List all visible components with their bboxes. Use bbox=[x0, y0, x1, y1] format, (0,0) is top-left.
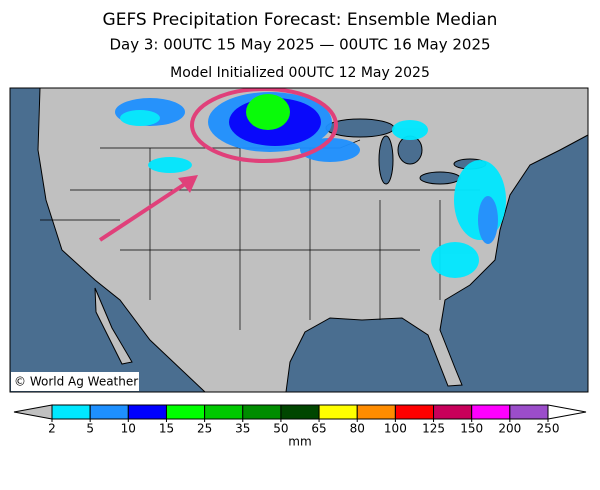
highlight-ellipse bbox=[190, 88, 338, 163]
colorbar-swatch bbox=[433, 404, 473, 420]
colorbar-swatch bbox=[280, 404, 320, 420]
colorbar-unit: mm bbox=[288, 435, 311, 449]
arrow bbox=[98, 182, 187, 242]
colorbar-tick-label: 80 bbox=[350, 422, 365, 436]
colorbar-tick-label: 100 bbox=[384, 422, 407, 436]
colorbar-tick-label: 50 bbox=[273, 422, 288, 436]
arrow-head bbox=[178, 175, 198, 193]
colorbar-tick-label: 25 bbox=[197, 422, 212, 436]
colorbar-swatch bbox=[471, 404, 511, 420]
colorbar-swatch bbox=[165, 404, 206, 420]
colorbar-tick-label: 65 bbox=[311, 422, 326, 436]
colorbar-swatch bbox=[89, 404, 129, 420]
colorbar-swatch bbox=[204, 404, 244, 420]
colorbar-tick-label: 2 bbox=[48, 422, 56, 436]
title: GEFS Precipitation Forecast: Ensemble Me… bbox=[103, 10, 498, 30]
colorbar-swatch bbox=[356, 404, 396, 420]
colorbar-tick-label: 10 bbox=[121, 422, 136, 436]
credit-box bbox=[11, 372, 139, 391]
colorbar-tick-label: 150 bbox=[460, 422, 483, 436]
baja bbox=[94, 287, 133, 365]
colorbar-tick-label: 15 bbox=[159, 422, 174, 436]
subtitle: Day 3: 00UTC 15 May 2025 — 00UTC 16 May … bbox=[109, 36, 490, 54]
map-frame bbox=[9, 87, 589, 393]
initialized: Model Initialized 00UTC 12 May 2025 bbox=[170, 65, 430, 81]
precipitation bbox=[115, 92, 506, 278]
colorbar-swatch bbox=[318, 404, 358, 420]
colorbar-swatch bbox=[394, 404, 435, 420]
colorbar-tick-label: 250 bbox=[537, 422, 560, 436]
colorbar-below bbox=[13, 404, 53, 420]
great-lakes bbox=[325, 118, 487, 185]
colorbar-tick-label: 35 bbox=[235, 422, 250, 436]
colorbar-tick-label: 5 bbox=[86, 422, 94, 436]
colorbar-above bbox=[547, 404, 587, 420]
colorbar-swatch bbox=[509, 404, 549, 420]
colorbar-tick-label: 125 bbox=[422, 422, 445, 436]
colorbar-swatch bbox=[242, 404, 282, 420]
colorbar-swatch bbox=[51, 404, 91, 420]
colorbar-tick-label: 200 bbox=[498, 422, 521, 436]
colorbar-swatch bbox=[127, 404, 167, 420]
credit: © World Ag Weather bbox=[14, 375, 138, 389]
map: © World Ag Weather bbox=[9, 87, 589, 393]
